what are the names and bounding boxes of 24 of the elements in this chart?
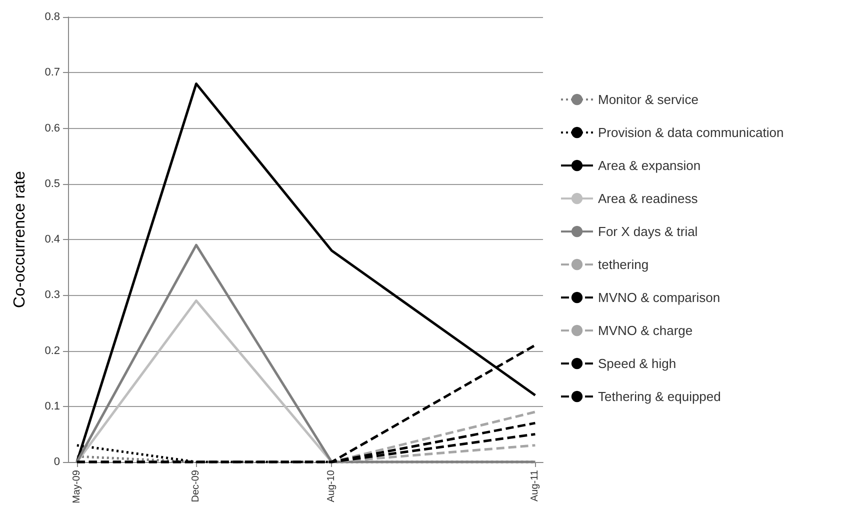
y-tick-label: 0.6 (44, 122, 60, 134)
x-tick-label: Aug-10 (326, 470, 338, 502)
legend-label: Speed & high (598, 356, 676, 371)
legend-label: Area & readiness (598, 191, 698, 206)
y-tick-label: 0.2 (44, 344, 60, 357)
y-tick-label: 0.8 (44, 11, 60, 23)
legend-label: Provision & data communication (598, 125, 784, 140)
legend-label: tethering (598, 257, 649, 272)
y-tick-label: 0.4 (44, 234, 60, 246)
legend-label: Monitor & service (598, 92, 698, 107)
y-tick-label: 0 (54, 456, 60, 468)
legend-label: Area & expansion (598, 158, 701, 173)
y-tick-label: 0.7 (44, 66, 60, 79)
x-tick-label: Dec-09 (190, 470, 202, 502)
y-tick-label: 0.3 (44, 289, 60, 302)
x-tick-label: Aug-11 (530, 470, 541, 502)
legend-label: MVNO & charge (598, 323, 693, 338)
x-tick-label: May-09 (71, 470, 82, 504)
legend-label: MVNO & comparison (598, 290, 720, 305)
y-axis-title: Co-occurrence rate (12, 170, 28, 308)
y-tick-label: 0.1 (44, 400, 60, 412)
y-tick-label: 0.5 (44, 178, 60, 190)
legend-label: Tethering & equipped (598, 389, 721, 404)
legend-label: For X days & trial (598, 224, 698, 239)
